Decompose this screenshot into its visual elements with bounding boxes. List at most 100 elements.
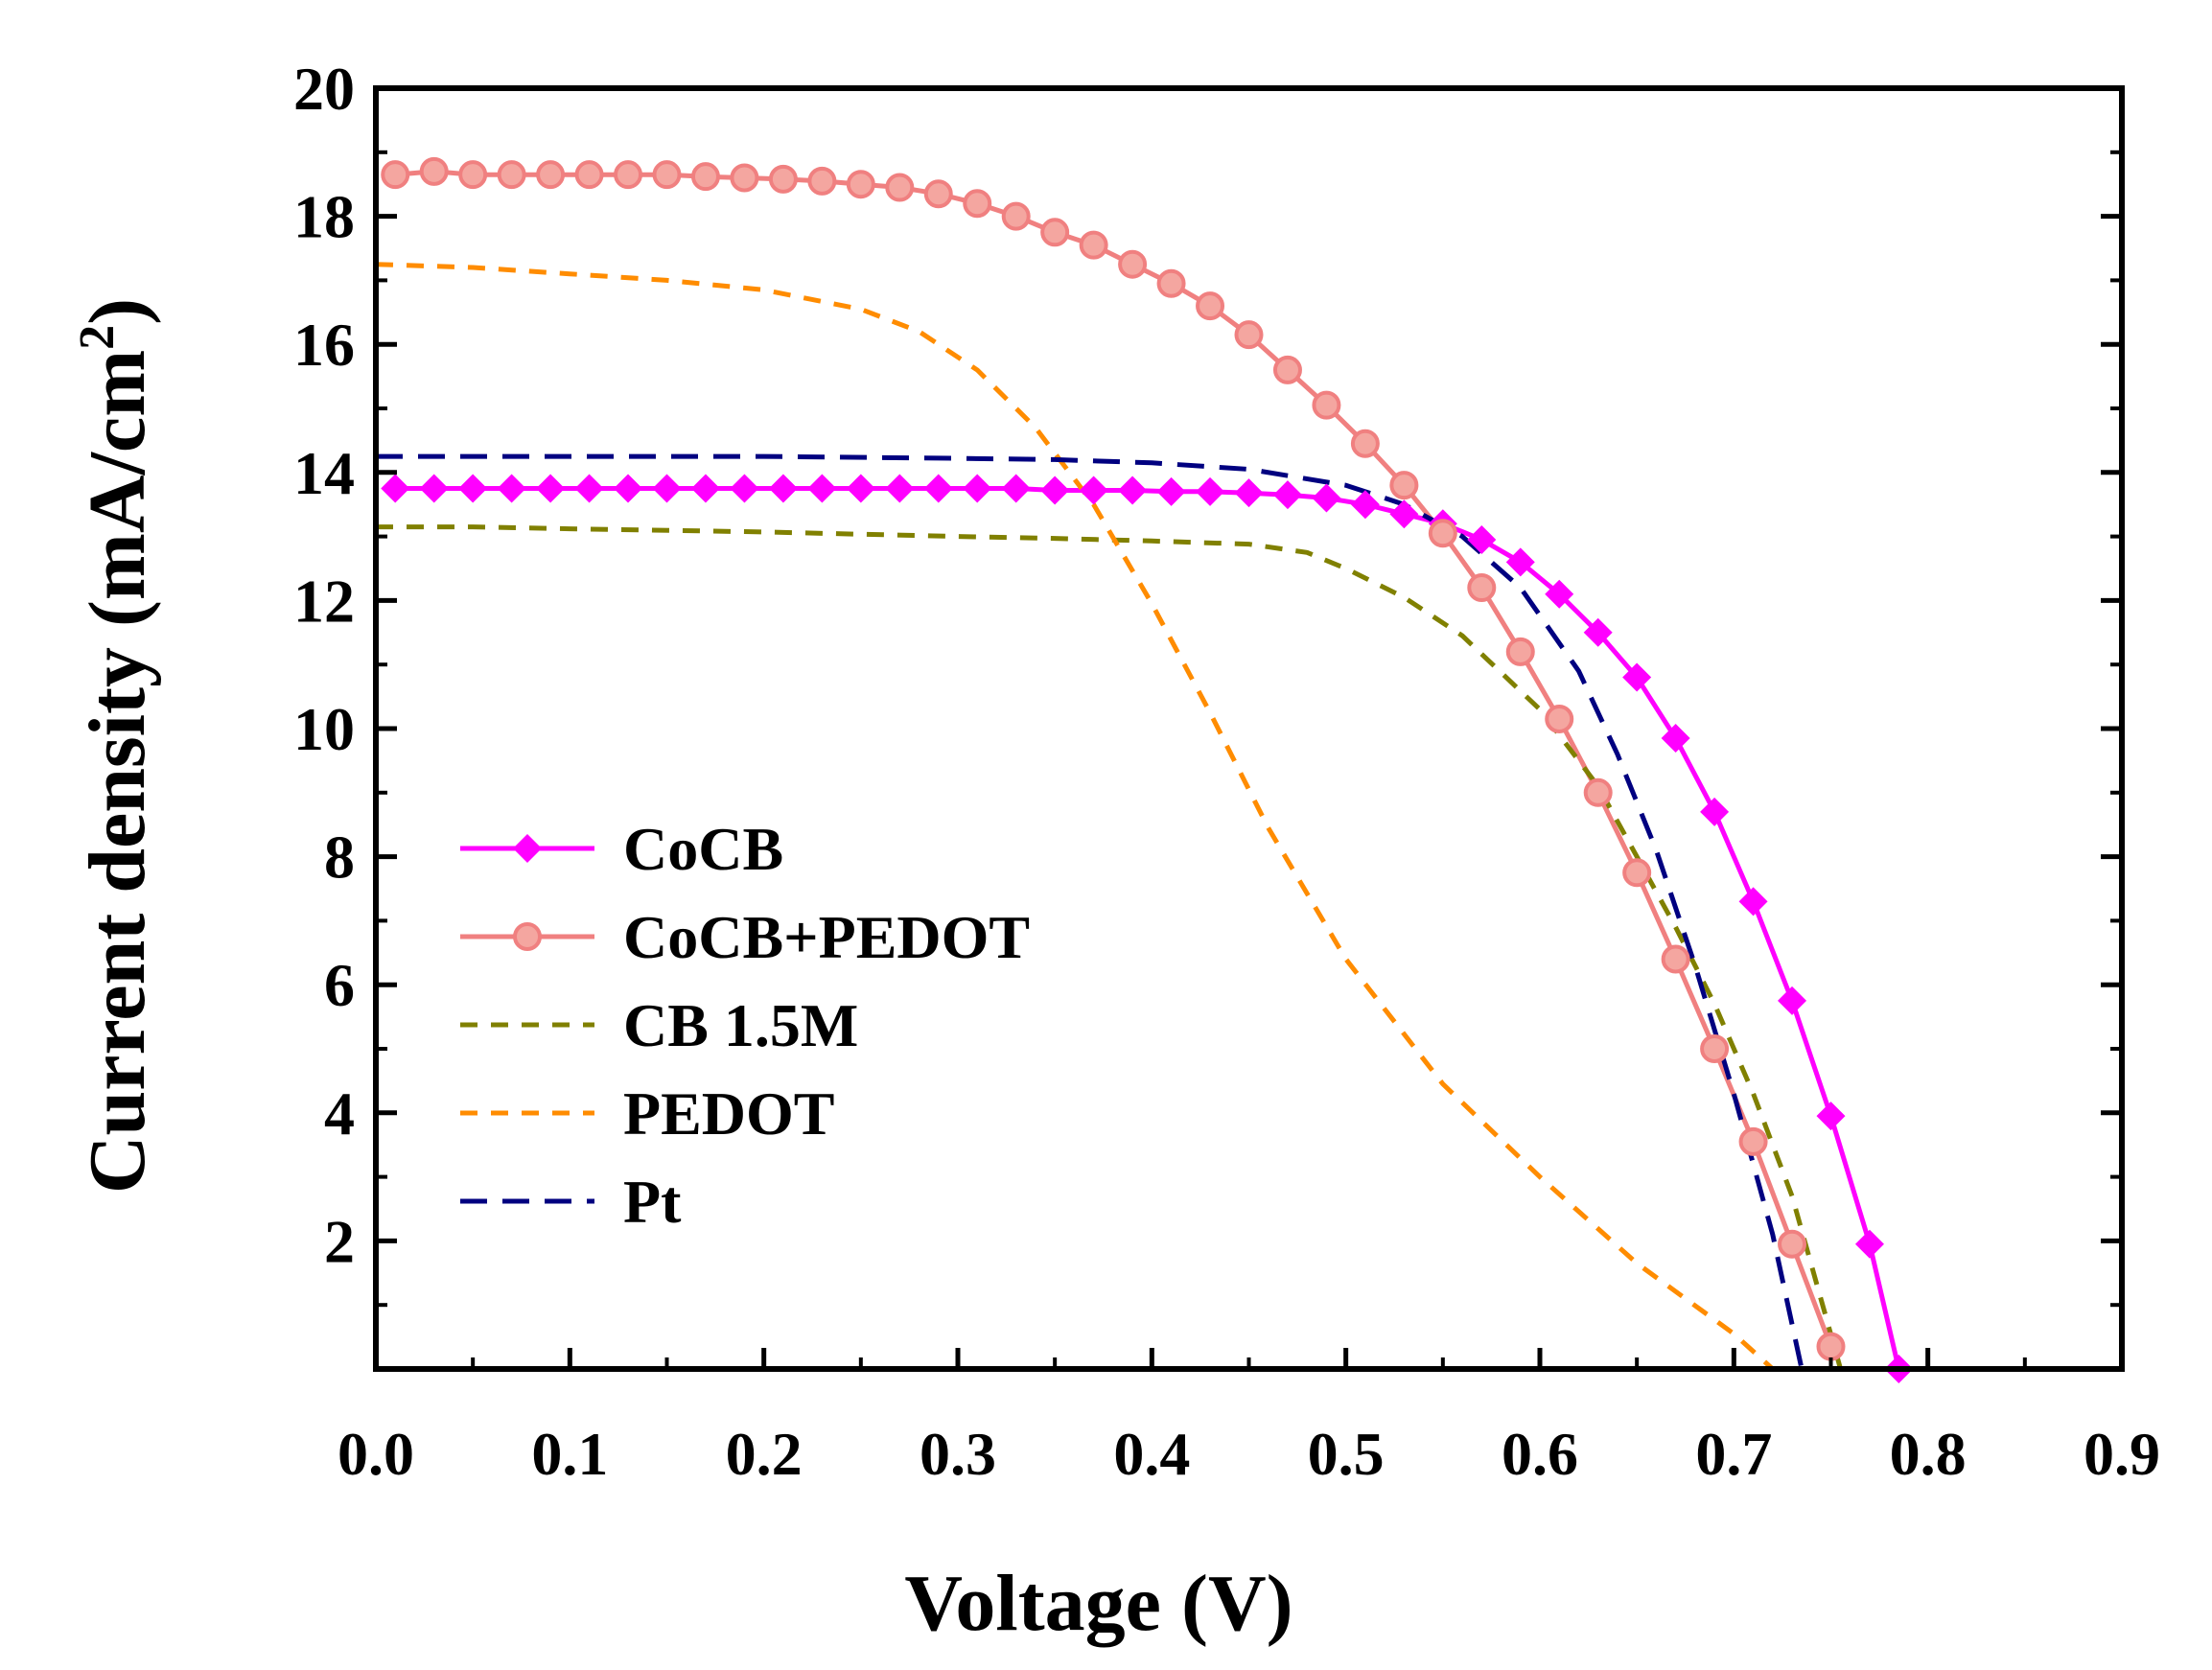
data-point-cocb-pedot	[1778, 1229, 1807, 1259]
y-tick-label: 20	[293, 55, 355, 123]
data-point-cocb	[458, 474, 488, 503]
data-point-cocb-pedot	[1389, 471, 1419, 500]
data-point-cocb-pedot	[1118, 249, 1148, 279]
data-point-cocb	[1545, 579, 1574, 609]
data-point-cocb	[536, 474, 566, 503]
y-tick-label: 6	[324, 951, 355, 1019]
data-point-cocb-pedot	[807, 166, 837, 196]
data-point-cocb-pedot	[1272, 355, 1302, 384]
data-point-cocb	[381, 474, 410, 503]
data-point-cocb	[885, 474, 915, 503]
y-tick-label: 10	[293, 695, 355, 763]
data-point-cocb	[1661, 724, 1690, 754]
data-point-cocb	[1505, 547, 1535, 577]
x-tick-label: 0.5	[1308, 1420, 1385, 1488]
legend-label-cocb-pedot: CoCB+PEDOT	[623, 903, 1030, 971]
y-axis-title-close: )	[73, 298, 162, 325]
data-point-cocb	[1389, 499, 1419, 529]
data-point-cocb	[690, 474, 720, 503]
data-point-cocb-pedot	[690, 162, 720, 192]
data-point-cocb-pedot	[885, 173, 915, 202]
data-point-cocb-pedot	[1196, 291, 1225, 321]
x-tick-label: 0.7	[1695, 1420, 1772, 1488]
data-point-cocb-pedot	[1350, 429, 1380, 458]
data-point-cocb-pedot	[574, 160, 604, 190]
legend-marker-cocb-pedot	[513, 922, 542, 951]
legend-marker-cocb	[513, 834, 542, 863]
axis-ticks	[373, 85, 2125, 1369]
data-point-cocb	[1040, 475, 1070, 505]
y-tick-label: 4	[324, 1079, 355, 1148]
data-point-cocb	[1079, 475, 1108, 505]
legend: CoCB CoCB+PEDOT CB 1.5M PEDOT Pt	[460, 815, 1030, 1236]
data-point-cocb-pedot	[1234, 320, 1264, 350]
legend-label-pt: Pt	[623, 1168, 682, 1236]
data-point-cocb	[1583, 617, 1613, 647]
x-tick-label: 0.8	[1890, 1420, 1967, 1488]
data-point-cocb-pedot	[1622, 858, 1652, 888]
data-point-cocb-pedot	[381, 160, 410, 190]
data-point-cocb-pedot	[1661, 944, 1690, 974]
data-point-cocb	[768, 474, 798, 503]
data-point-cocb	[652, 474, 682, 503]
data-point-cocb-pedot	[652, 160, 682, 190]
data-point-cocb-pedot	[458, 160, 488, 190]
data-point-cocb	[807, 474, 837, 503]
legend-label-pedot: PEDOT	[623, 1079, 834, 1148]
data-point-cocb	[1234, 478, 1264, 508]
y-axis-title: Current density (mA/cm2)	[70, 298, 162, 1194]
data-point-cocb	[1156, 476, 1186, 506]
data-point-cocb	[923, 474, 953, 503]
data-point-cocb	[574, 474, 604, 503]
data-point-cocb-pedot	[1312, 390, 1341, 420]
x-tick-label: 0.0	[338, 1420, 414, 1488]
y-tick-labels: 2 4 6 8 10 12 14 16 18 20	[293, 55, 355, 1275]
x-tick-label: 0.9	[2084, 1420, 2160, 1488]
plot-series-group	[375, 169, 1901, 1371]
data-point-cocb-pedot	[730, 163, 759, 193]
data-point-cocb	[1350, 490, 1380, 520]
y-tick-label: 8	[324, 823, 355, 892]
x-tick-label: 0.2	[726, 1420, 803, 1488]
legend-label-cb-1-5m: CB 1.5M	[623, 991, 858, 1059]
x-tick-labels: 0.0 0.1 0.2 0.3 0.4 0.5 0.6 0.7 0.8 0.9	[338, 1420, 2160, 1488]
data-point-cocb	[1312, 483, 1341, 513]
data-point-cocb	[497, 474, 526, 503]
data-point-cocb-pedot	[1505, 637, 1535, 666]
data-point-cocb-pedot	[1156, 268, 1186, 298]
data-point-cocb	[1622, 662, 1652, 692]
plot-markers-group	[381, 156, 1914, 1383]
data-point-cocb-pedot	[1001, 201, 1031, 231]
data-point-cocb	[846, 474, 875, 503]
series-line-pedot	[375, 262, 1775, 1371]
series-line-pt	[376, 453, 1805, 1370]
series-line-cocb-pedot	[394, 169, 1833, 1348]
data-point-cocb	[1816, 1102, 1846, 1131]
data-point-cocb	[419, 474, 449, 503]
data-point-cocb-pedot	[846, 170, 875, 199]
data-point-cocb-pedot	[614, 160, 643, 190]
data-point-cocb-pedot	[1816, 1332, 1846, 1361]
data-point-cocb-pedot	[1040, 218, 1070, 247]
series-line-cocb	[395, 486, 1901, 1370]
data-point-cocb	[1467, 524, 1497, 554]
data-point-cocb-pedot	[419, 156, 449, 186]
data-point-cocb-pedot	[1467, 573, 1497, 603]
data-point-cocb	[963, 474, 992, 503]
data-point-cocb-pedot	[1700, 1034, 1730, 1063]
y-tick-label: 14	[293, 439, 355, 507]
x-tick-label: 0.3	[920, 1420, 996, 1488]
data-point-cocb-pedot	[963, 189, 992, 219]
data-point-cocb	[1700, 797, 1730, 826]
y-tick-label: 18	[293, 183, 355, 251]
data-point-cocb-pedot	[1428, 519, 1457, 548]
y-tick-label: 2	[324, 1207, 355, 1275]
data-point-cocb	[1272, 480, 1302, 510]
data-point-cocb-pedot	[768, 164, 798, 194]
data-point-cocb	[730, 474, 759, 503]
series-line-cb-1-5m	[376, 524, 1844, 1370]
y-tick-label: 16	[293, 311, 355, 379]
data-point-cocb	[1001, 474, 1031, 503]
data-point-cocb-pedot	[1545, 704, 1574, 733]
